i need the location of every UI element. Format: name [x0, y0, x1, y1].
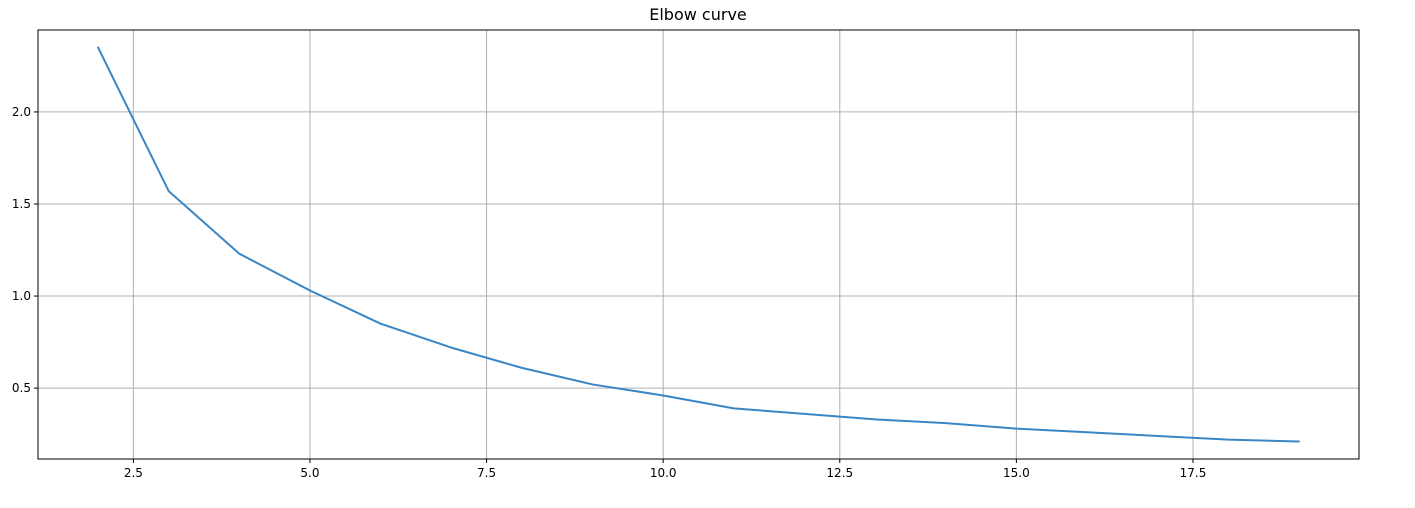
series-layer	[97, 46, 1300, 443]
y-tick-label: 1.5	[12, 197, 31, 211]
chart-title: Elbow curve	[649, 5, 747, 24]
x-tick-label: 17.5	[1180, 466, 1207, 480]
y-tick-label: 2.0	[12, 105, 31, 119]
plot-area-frame	[37, 29, 1360, 460]
x-tick-label: 7.5	[477, 466, 496, 480]
x-tick-label: 5.0	[300, 466, 319, 480]
x-tick-label: 12.5	[826, 466, 853, 480]
x-tick-label: 2.5	[124, 466, 143, 480]
y-tick-label: 0.5	[12, 381, 31, 395]
axis-ticks: 2.5 5.0 7.5 10.0 12.5 15.0 17.5 0.5 1.0 1.5 2.0	[12, 105, 1206, 480]
series-line	[97, 46, 1300, 443]
grid-lines	[38, 30, 1359, 459]
x-tick-label: 10.0	[650, 466, 677, 480]
x-tick-label: 15.0	[1003, 466, 1030, 480]
y-tick-label: 1.0	[12, 289, 31, 303]
